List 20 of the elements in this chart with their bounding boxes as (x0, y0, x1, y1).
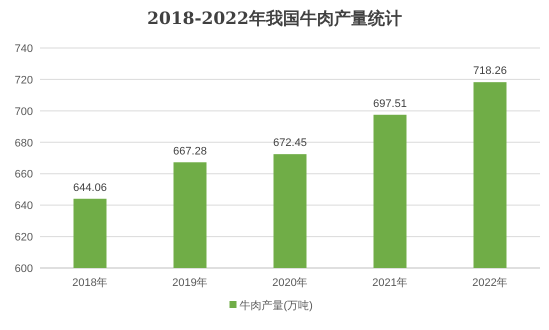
y-tick-label: 640 (14, 200, 33, 212)
x-tick-label: 2020年 (272, 277, 308, 289)
legend-label: 牛肉产量(万吨) (240, 299, 313, 312)
y-tick-label: 740 (14, 43, 33, 55)
y-tick-label: 660 (14, 168, 33, 181)
y-tick-label: 680 (14, 137, 33, 150)
y-tick-label: 720 (14, 74, 33, 86)
x-tick-label: 2021年 (372, 277, 408, 289)
x-tick-label: 2022年 (472, 277, 508, 289)
data-label: 667.28 (173, 145, 207, 158)
data-label: 697.51 (373, 98, 407, 110)
chart-title: 2018-2022年我国牛肉产量统计 (147, 9, 402, 29)
x-tick-label: 2019年 (172, 277, 208, 289)
x-tick-label: 2018年 (72, 277, 108, 289)
data-label: 672.45 (273, 137, 307, 150)
data-label: 644.06 (73, 182, 107, 194)
y-tick-label: 700 (14, 106, 33, 118)
y-tick-label: 620 (14, 232, 33, 244)
data-label: 718.26 (473, 65, 507, 78)
y-tick-label: 600 (14, 263, 33, 275)
